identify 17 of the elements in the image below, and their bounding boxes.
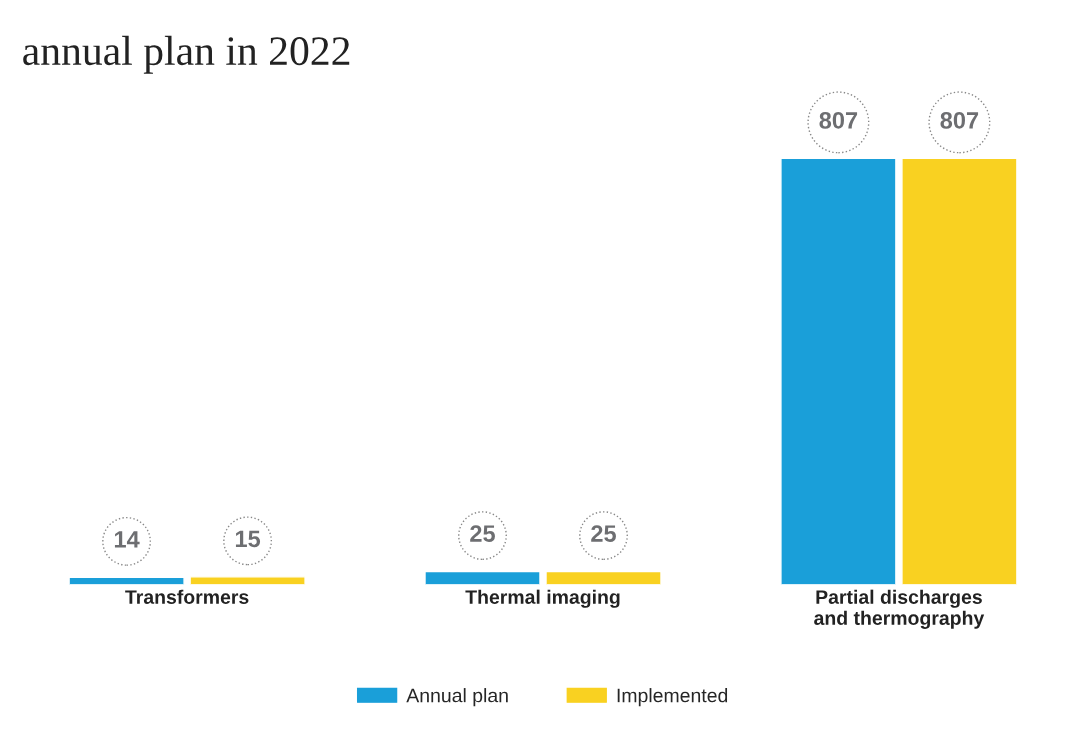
x-tick-label: Thermal imaging — [465, 589, 620, 608]
data-label: 807 — [819, 112, 858, 129]
bar — [901, 157, 1018, 585]
data-label: 807 — [940, 112, 979, 129]
data-label: 15 — [235, 530, 261, 548]
legend-label: Implemented — [617, 688, 728, 707]
chart-title: annual plan in 2022 — [23, 35, 350, 74]
data-label: 14 — [114, 531, 140, 548]
data-label: 25 — [470, 525, 495, 542]
bar — [545, 570, 662, 585]
legend-label: Annual plan — [406, 688, 508, 707]
bar — [189, 576, 306, 585]
x-tick-label: Transformers — [125, 589, 249, 604]
data-label: 25 — [591, 525, 616, 542]
bar — [424, 570, 541, 585]
x-tick-label: Partial discharges and thermography — [814, 589, 985, 629]
bar — [780, 157, 897, 585]
